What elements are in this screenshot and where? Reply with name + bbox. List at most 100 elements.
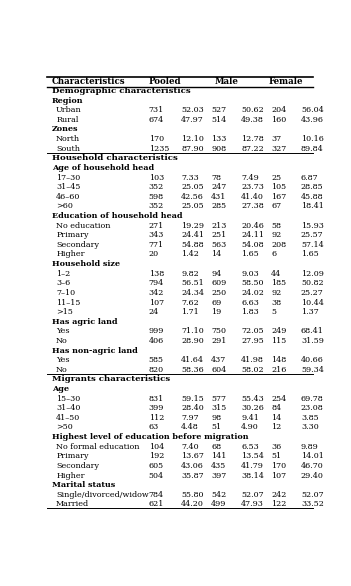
Text: 431: 431 <box>211 193 226 201</box>
Text: 397: 397 <box>211 472 226 479</box>
Text: 15.93: 15.93 <box>301 222 324 230</box>
Text: 14: 14 <box>211 250 221 258</box>
Text: 1235: 1235 <box>148 145 169 153</box>
Text: 5: 5 <box>271 308 276 316</box>
Text: 92: 92 <box>271 231 281 239</box>
Text: 25.05: 25.05 <box>181 183 204 191</box>
Text: 9.82: 9.82 <box>181 270 199 278</box>
Text: 37: 37 <box>271 135 281 143</box>
Text: South: South <box>56 145 80 153</box>
Text: 1.65: 1.65 <box>301 250 319 258</box>
Text: 38: 38 <box>271 298 281 306</box>
Text: 115: 115 <box>271 337 286 345</box>
Text: 204: 204 <box>271 106 286 114</box>
Text: 1.65: 1.65 <box>241 250 259 258</box>
Text: 44.20: 44.20 <box>181 500 204 509</box>
Text: 25.57: 25.57 <box>301 231 324 239</box>
Text: Zones: Zones <box>52 125 79 134</box>
Text: 107: 107 <box>271 472 286 479</box>
Text: 87.90: 87.90 <box>181 145 204 153</box>
Text: Household size: Household size <box>52 260 120 268</box>
Text: 9.89: 9.89 <box>301 442 319 451</box>
Text: 112: 112 <box>148 414 164 422</box>
Text: 208: 208 <box>271 241 286 249</box>
Text: 25: 25 <box>271 173 281 182</box>
Text: 514: 514 <box>211 116 226 124</box>
Text: 104: 104 <box>148 442 164 451</box>
Text: 57.14: 57.14 <box>301 241 324 249</box>
Text: Primary: Primary <box>56 231 88 239</box>
Text: 12: 12 <box>271 424 281 431</box>
Text: 47.93: 47.93 <box>241 500 264 509</box>
Text: Single/divorced/widow: Single/divorced/widow <box>56 490 149 499</box>
Text: 46.70: 46.70 <box>301 462 324 470</box>
Text: 72.05: 72.05 <box>241 328 264 335</box>
Text: Urban: Urban <box>56 106 82 114</box>
Text: 19: 19 <box>211 308 221 316</box>
Text: 563: 563 <box>211 241 226 249</box>
Text: 31.59: 31.59 <box>301 337 324 345</box>
Text: 609: 609 <box>211 280 226 287</box>
Text: Demographic characteristics: Demographic characteristics <box>52 87 191 95</box>
Text: 105: 105 <box>271 183 286 191</box>
Text: 84: 84 <box>271 404 281 413</box>
Text: 213: 213 <box>211 222 226 230</box>
Text: 7.62: 7.62 <box>181 298 199 306</box>
Text: 3.85: 3.85 <box>301 414 319 422</box>
Text: 87.22: 87.22 <box>241 145 264 153</box>
Text: 18.41: 18.41 <box>301 202 324 210</box>
Text: 94: 94 <box>211 270 221 278</box>
Text: 69.78: 69.78 <box>301 394 324 403</box>
Text: 435: 435 <box>211 462 226 470</box>
Text: 58.02: 58.02 <box>241 366 264 374</box>
Text: 315: 315 <box>211 404 226 413</box>
Text: 343: 343 <box>148 231 164 239</box>
Text: 71.10: 71.10 <box>181 328 204 335</box>
Text: Yes: Yes <box>56 356 69 364</box>
Text: 27.38: 27.38 <box>241 202 264 210</box>
Text: 19.29: 19.29 <box>181 222 204 230</box>
Text: 54.88: 54.88 <box>181 241 204 249</box>
Text: >60: >60 <box>56 202 73 210</box>
Text: 138: 138 <box>148 270 164 278</box>
Text: 185: 185 <box>271 280 286 287</box>
Text: 999: 999 <box>148 328 164 335</box>
Text: 24.02: 24.02 <box>241 289 264 297</box>
Text: 141: 141 <box>211 452 226 461</box>
Text: 47.97: 47.97 <box>181 116 204 124</box>
Text: 1.42: 1.42 <box>181 250 199 258</box>
Text: 24.41: 24.41 <box>181 231 204 239</box>
Text: 78: 78 <box>211 173 221 182</box>
Text: 1.37: 1.37 <box>301 308 319 316</box>
Text: 192: 192 <box>148 452 164 461</box>
Text: 674: 674 <box>148 116 164 124</box>
Text: No: No <box>56 337 68 345</box>
Text: 12.09: 12.09 <box>301 270 324 278</box>
Text: 406: 406 <box>148 337 164 345</box>
Text: Has non-agric land: Has non-agric land <box>52 346 138 355</box>
Text: 148: 148 <box>271 356 286 364</box>
Text: 604: 604 <box>211 366 226 374</box>
Text: 251: 251 <box>211 231 226 239</box>
Text: 24.34: 24.34 <box>181 289 204 297</box>
Text: 1.83: 1.83 <box>241 308 259 316</box>
Text: 40.66: 40.66 <box>301 356 324 364</box>
Text: 50.82: 50.82 <box>301 280 324 287</box>
Text: 731: 731 <box>148 106 164 114</box>
Text: 24: 24 <box>148 308 159 316</box>
Text: 831: 831 <box>148 394 164 403</box>
Text: 15–30: 15–30 <box>56 394 80 403</box>
Text: 3–6: 3–6 <box>56 280 70 287</box>
Text: >50: >50 <box>56 424 73 431</box>
Text: 58.50: 58.50 <box>241 280 264 287</box>
Text: 28.85: 28.85 <box>301 183 324 191</box>
Text: 58: 58 <box>271 222 281 230</box>
Text: 249: 249 <box>271 328 286 335</box>
Text: 56.51: 56.51 <box>181 280 204 287</box>
Text: Secondary: Secondary <box>56 462 99 470</box>
Text: 7.40: 7.40 <box>181 442 199 451</box>
Text: 55.43: 55.43 <box>241 394 264 403</box>
Text: 577: 577 <box>211 394 226 403</box>
Text: 35.87: 35.87 <box>181 472 204 479</box>
Text: 499: 499 <box>211 500 226 509</box>
